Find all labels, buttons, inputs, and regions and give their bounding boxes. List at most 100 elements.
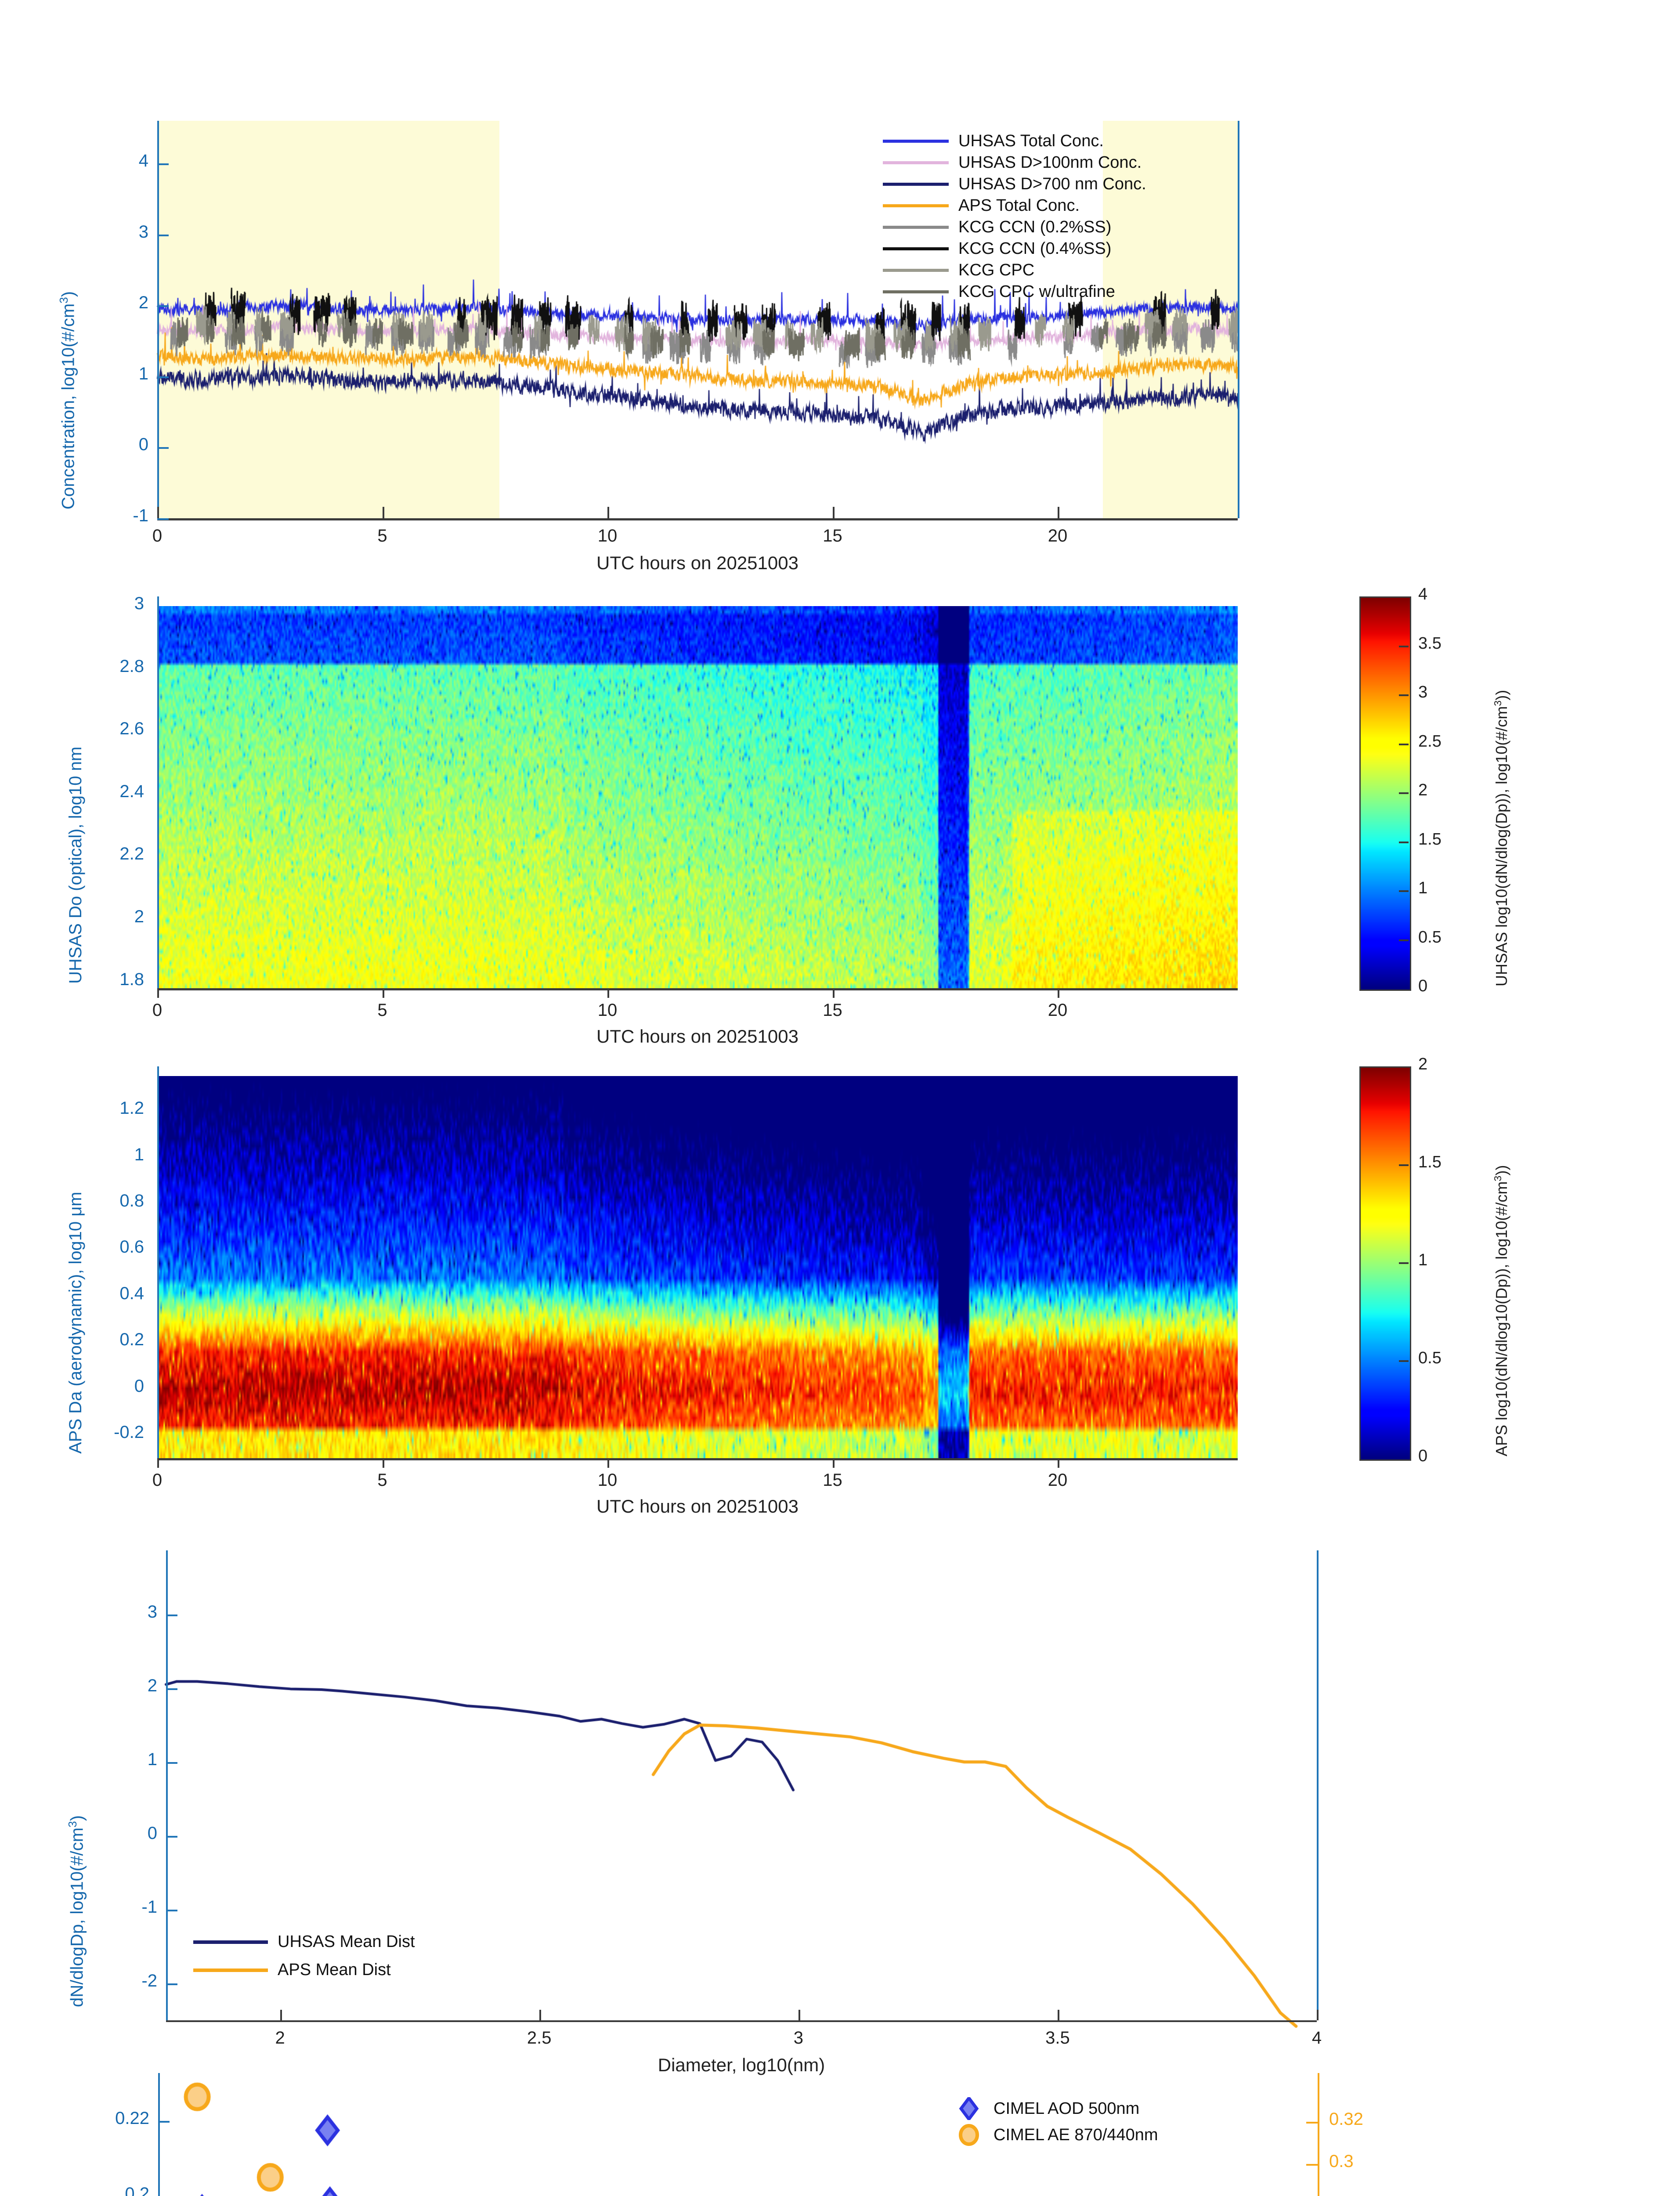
p2-ytick-label: 2 bbox=[134, 907, 144, 927]
panel4-xtick-label: 2.5 bbox=[527, 2028, 552, 2048]
panel1-legend-item: UHSAS D>700 nm Conc. bbox=[883, 175, 1146, 194]
panel4-xtick bbox=[1317, 2010, 1319, 2020]
panel1-ytick bbox=[157, 376, 169, 378]
p3-colorbar-tick-label: 0.5 bbox=[1418, 1349, 1442, 1367]
panel4-legend-label: APS Mean Dist bbox=[278, 1961, 391, 1979]
p2-colorbar-tick-label: 0.5 bbox=[1418, 928, 1442, 946]
legend-color-swatch bbox=[193, 1940, 268, 1944]
p3-ytick-label: 0.6 bbox=[119, 1237, 144, 1257]
p2-xtick-label: 0 bbox=[152, 1000, 163, 1020]
panel5-legend-label: CIMEL AOD 500nm bbox=[994, 2099, 1140, 2118]
p3-colorbar-tick bbox=[1399, 1262, 1409, 1264]
legend-color-swatch bbox=[883, 204, 949, 207]
p2-xtick bbox=[832, 988, 835, 998]
p3-xtick-label: 15 bbox=[823, 1470, 842, 1490]
p3-colorbar-tick bbox=[1399, 1164, 1409, 1166]
panel4-xtick-label: 3.5 bbox=[1045, 2028, 1070, 2048]
p2-y-axis bbox=[157, 596, 159, 988]
p3-colorbar-label: APS log10(dN/dlog10(Dp)), log10(#/cm3)) bbox=[1492, 1165, 1510, 1456]
panel5-left-ytick bbox=[158, 2120, 170, 2123]
panel4-x-axis bbox=[166, 2020, 1317, 2022]
p3-ytick-label: 1.2 bbox=[119, 1098, 144, 1118]
panel1-legend-item: KCG CPC bbox=[883, 261, 1034, 280]
legend-color-swatch bbox=[883, 226, 949, 229]
panel1-xtick bbox=[607, 507, 609, 518]
panel1-legend-item: KCG CPC w/ultrafine bbox=[883, 282, 1115, 301]
panel4-ytick-label: 1 bbox=[147, 1749, 157, 1769]
legend-color-swatch bbox=[883, 247, 949, 250]
panel4-right-spine bbox=[1317, 1550, 1319, 2020]
p2-xtick bbox=[1058, 988, 1059, 998]
panel4-ytick bbox=[166, 1614, 177, 1616]
panel1-legend-label: KCG CPC w/ultrafine bbox=[958, 282, 1115, 301]
panel1-legend-label: KCG CCN (0.2%SS) bbox=[958, 218, 1112, 236]
p2-heatmap-canvas bbox=[157, 606, 1238, 988]
p3-colorbar-tick-label: 1.5 bbox=[1418, 1153, 1442, 1171]
diamond-marker-icon bbox=[957, 2095, 980, 2122]
p2-ytick-label: 2.8 bbox=[119, 656, 144, 676]
panel4-legend-label: UHSAS Mean Dist bbox=[278, 1932, 415, 1951]
panel5-right-ytick bbox=[1306, 2122, 1318, 2124]
panel4-ytick bbox=[166, 1835, 177, 1838]
p2-x-axis-label: UTC hours on 20251003 bbox=[596, 1026, 798, 1047]
p2-colorbar-tick-label: 0 bbox=[1418, 977, 1428, 995]
panel1-ytick-label: -1 bbox=[133, 506, 148, 525]
panel1-y-axis-label: Concentration, log10(#/cm3) bbox=[57, 291, 78, 509]
legend-color-swatch bbox=[883, 269, 949, 272]
panel1-xtick bbox=[157, 507, 159, 518]
panel1-ytick bbox=[157, 518, 169, 520]
p3-xtick bbox=[1058, 1458, 1059, 1468]
p2-colorbar bbox=[1359, 596, 1411, 991]
p2-xtick-label: 10 bbox=[597, 1000, 618, 1020]
panel1-legend-label: KCG CPC bbox=[958, 261, 1035, 279]
p3-colorbar-tick bbox=[1399, 1360, 1409, 1362]
panel1-legend-label: UHSAS D>100nm Conc. bbox=[958, 153, 1142, 172]
panel4-xtick bbox=[1057, 2010, 1059, 2020]
panel4-ytick bbox=[166, 1909, 177, 1911]
panel1-ytick bbox=[157, 234, 169, 236]
p3-y-axis bbox=[157, 1066, 159, 1458]
p2-colorbar-tick-label: 2 bbox=[1418, 781, 1428, 799]
panel4-ytick bbox=[166, 1688, 177, 1690]
p3-y-axis-label: APS Da (aerodynamic), log10 μm bbox=[66, 1192, 85, 1454]
panel4-ytick bbox=[166, 1983, 177, 1985]
panel4-xtick-label: 3 bbox=[793, 2028, 803, 2048]
circle-marker-icon bbox=[957, 2124, 980, 2146]
p3-ytick-label: 0.8 bbox=[119, 1191, 144, 1210]
p2-xtick bbox=[157, 988, 159, 998]
p3-colorbar-tick-label: 0 bbox=[1418, 1447, 1428, 1465]
p2-colorbar-tick bbox=[1399, 694, 1409, 696]
timeseries-canvas bbox=[0, 0, 1680, 584]
panel1-legend-item: KCG CCN (0.4%SS) bbox=[883, 239, 1111, 258]
p3-colorbar bbox=[1359, 1066, 1411, 1461]
p3-ytick-label: -0.2 bbox=[114, 1423, 144, 1442]
panel1-xtick bbox=[1058, 507, 1059, 518]
p2-colorbar-tick-label: 1.5 bbox=[1418, 830, 1442, 849]
panel1-x-axis bbox=[157, 518, 1238, 520]
p3-xtick-label: 0 bbox=[152, 1470, 163, 1490]
panel1-xtick-label: 0 bbox=[152, 526, 163, 545]
panel1-legend-label: UHSAS Total Conc. bbox=[958, 132, 1104, 150]
panel1-legend-label: KCG CCN (0.4%SS) bbox=[958, 239, 1112, 258]
panel5-legend-item: CIMEL AE 870/440nm bbox=[957, 2124, 1158, 2146]
p2-xtick-label: 15 bbox=[823, 1000, 842, 1020]
p2-colorbar-tick bbox=[1399, 841, 1409, 843]
p2-ytick-label: 1.8 bbox=[119, 969, 144, 989]
panel5-left-ytick-label: 0.22 bbox=[115, 2108, 149, 2128]
p2-colorbar-label: UHSAS log10(dN/dlog(Dp)), log10(#/cm3)) bbox=[1492, 690, 1510, 986]
legend-color-swatch bbox=[193, 1968, 268, 1972]
p2-colorbar-tick bbox=[1399, 743, 1409, 745]
p2-ytick-label: 2.2 bbox=[119, 844, 144, 864]
p2-colorbar-tick bbox=[1399, 645, 1409, 647]
panel4-ytick-label: -2 bbox=[141, 1971, 157, 1990]
p3-ytick-label: 0.4 bbox=[119, 1283, 144, 1303]
p3-xtick-label: 5 bbox=[377, 1470, 387, 1490]
panel1-xtick bbox=[832, 507, 835, 518]
p2-xtick-label: 20 bbox=[1048, 1000, 1068, 1020]
panel1-legend-label: UHSAS D>700 nm Conc. bbox=[958, 175, 1146, 193]
panel1-ytick-label: 3 bbox=[138, 222, 148, 242]
panel4-xtick bbox=[539, 2010, 541, 2020]
p3-xtick bbox=[607, 1458, 609, 1468]
panel1-ytick-label: 4 bbox=[138, 151, 148, 170]
p3-ytick-label: 0 bbox=[134, 1376, 144, 1396]
